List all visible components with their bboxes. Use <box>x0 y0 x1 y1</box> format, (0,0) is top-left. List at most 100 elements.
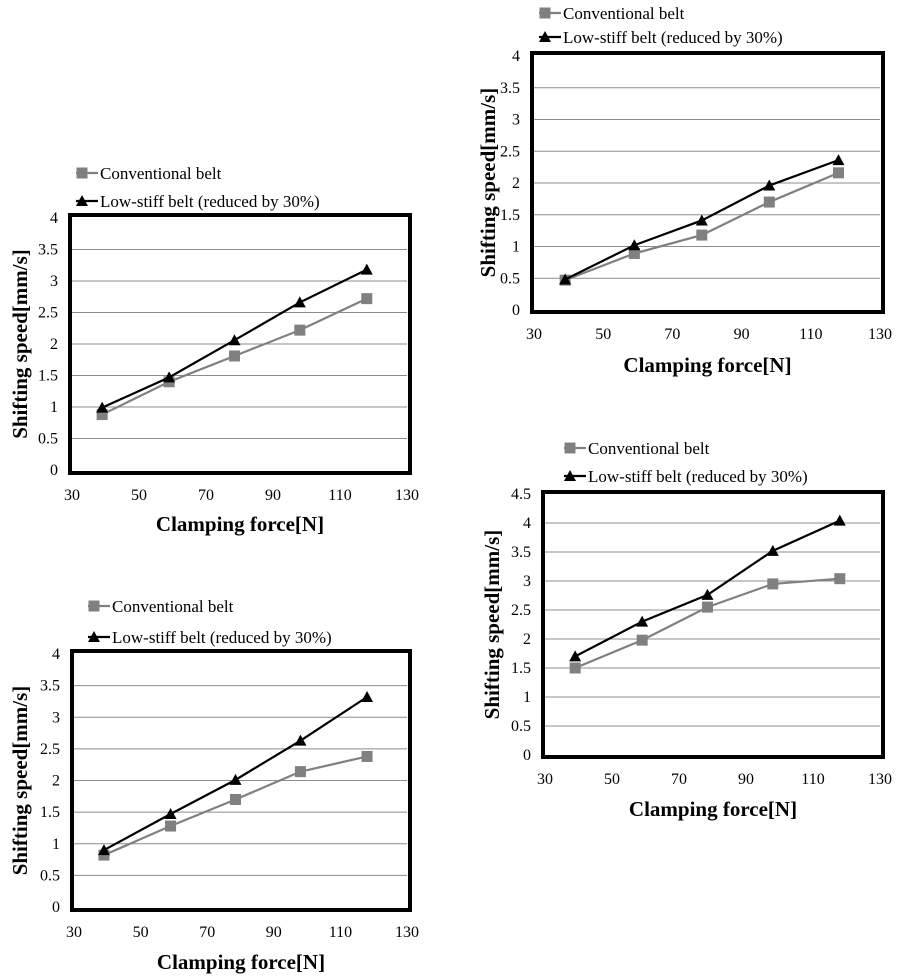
data-point <box>696 229 708 241</box>
series-conventional <box>98 750 373 861</box>
y-axis-label: Shifting speed[mm/s] <box>476 88 500 278</box>
legend-label: Conventional belt <box>588 439 710 458</box>
plot-frame <box>68 213 412 475</box>
legend-marker <box>564 470 576 481</box>
x-tick-label: 50 <box>595 326 611 343</box>
data-point <box>360 263 373 275</box>
data-point <box>97 844 110 856</box>
x-tick-label: 90 <box>265 487 281 504</box>
legend-entry-conventional: Conventional belt <box>76 164 222 183</box>
data-point <box>569 650 582 662</box>
y-tick-label: 3 <box>512 112 520 129</box>
legend-marker <box>539 31 551 42</box>
data-point <box>165 820 177 832</box>
y-tick-label: 1.5 <box>511 660 531 677</box>
y-tick-label: 2.5 <box>500 143 520 160</box>
y-tick-label: 1 <box>52 836 60 853</box>
y-tick-label: 0.5 <box>38 431 58 448</box>
y-tick-label: 0 <box>50 462 58 479</box>
legend-label: Low-stiff belt (reduced by 30%) <box>100 192 320 211</box>
y-tick-label: 3.5 <box>38 242 58 259</box>
series-low-stiff <box>97 691 374 856</box>
series-low-stiff <box>559 154 845 285</box>
y-tick-label: 3.5 <box>40 678 60 695</box>
y-axis-label: Shifting speed[mm/s] <box>8 686 32 876</box>
legend-entry-low-stiff: Low-stiff belt (reduced by 30%) <box>564 467 808 486</box>
legend-marker <box>76 167 88 179</box>
data-point <box>294 324 306 336</box>
x-tick-label: 90 <box>734 326 750 343</box>
y-tick-label: 4 <box>50 210 58 227</box>
data-point <box>636 634 648 646</box>
y-tick-label: 2 <box>50 336 58 353</box>
y-tick-label: 1.5 <box>40 804 60 821</box>
legend-entry-low-stiff: Low-stiff belt (reduced by 30%) <box>539 28 783 47</box>
y-tick-label: 2 <box>512 175 520 192</box>
legend-label: Low-stiff belt (reduced by 30%) <box>563 28 783 47</box>
y-tick-label: 0 <box>523 747 531 764</box>
data-point <box>636 615 649 627</box>
x-tick-label: 130 <box>868 771 892 788</box>
data-point <box>701 588 714 600</box>
data-point <box>98 849 110 861</box>
data-point <box>833 514 846 526</box>
x-tick-label: 130 <box>868 326 892 343</box>
data-point <box>763 179 776 191</box>
data-point <box>164 808 177 820</box>
data-point <box>628 239 641 251</box>
data-point <box>361 750 373 762</box>
y-axis-label: Shifting speed[mm/s] <box>8 249 32 439</box>
data-point <box>832 154 845 166</box>
chart-3: 0 0.5 1 1.5 2 2.5 3 3.5 4 30 50 70 90 110 130 Clamping … <box>8 597 419 974</box>
data-point <box>834 573 846 585</box>
y-tick-label: 2.5 <box>40 741 60 758</box>
legend-marker <box>539 7 551 19</box>
x-tick-label: 110 <box>328 487 351 504</box>
chart-2: 0 0.5 1 1.5 2 2.5 3 3.5 4 30 50 70 90 110 130 Clamping … <box>476 4 892 377</box>
x-tick-label: 50 <box>133 924 149 941</box>
series-low-stiff <box>569 514 846 662</box>
legend-label: Conventional belt <box>100 164 222 183</box>
chart-4: 0 0.5 1 1.5 2 2.5 3 3.5 4 4.5 30 50 70 90 110 130 Clampi… <box>480 439 892 821</box>
y-tick-label: 4 <box>52 646 60 663</box>
x-tick-label: 70 <box>198 487 214 504</box>
y-tick-label: 3.5 <box>511 544 531 561</box>
y-tick-label: 2 <box>523 631 531 648</box>
legend-entry-low-stiff: Low-stiff belt (reduced by 30%) <box>88 628 332 647</box>
x-axis-label: Clamping force[N] <box>156 512 324 536</box>
x-axis-label: Clamping force[N] <box>157 950 325 974</box>
plot-frame <box>541 490 885 759</box>
legend-label: Low-stiff belt (reduced by 30%) <box>588 467 808 486</box>
data-point <box>163 371 176 383</box>
x-tick-label: 70 <box>664 326 680 343</box>
y-tick-label: 1.5 <box>38 368 58 385</box>
y-tick-label: 2.5 <box>38 305 58 322</box>
data-point <box>228 350 240 362</box>
y-tick-label: 2 <box>52 773 60 790</box>
y-tick-label: 1 <box>512 239 520 256</box>
x-tick-label: 110 <box>799 326 822 343</box>
series-conventional <box>559 167 844 286</box>
y-tick-label: 3 <box>50 273 58 290</box>
chart-1: 0 0.5 1 1.5 2 2.5 3 3.5 4 30 50 70 90 110 130 Clamping … <box>8 164 419 536</box>
legend-marker <box>564 442 576 454</box>
y-tick-label: 1.5 <box>500 207 520 224</box>
x-axis-label: Clamping force[N] <box>623 353 791 377</box>
legend-entry-conventional: Conventional belt <box>564 439 710 458</box>
data-point <box>229 773 242 785</box>
x-tick-label: 30 <box>526 326 542 343</box>
data-point <box>628 247 640 259</box>
data-point <box>293 296 306 308</box>
x-tick-label: 70 <box>199 924 215 941</box>
data-point <box>294 766 306 778</box>
data-point <box>230 793 242 805</box>
x-axis-label: Clamping force[N] <box>629 797 797 821</box>
plot-frame <box>70 649 412 912</box>
y-tick-label: 0.5 <box>40 867 60 884</box>
y-tick-label: 4 <box>523 515 531 532</box>
x-tick-label: 90 <box>266 924 282 941</box>
x-tick-label: 110 <box>329 924 352 941</box>
x-tick-label: 50 <box>604 771 620 788</box>
y-tick-label: 0 <box>52 899 60 916</box>
data-point <box>361 691 374 703</box>
